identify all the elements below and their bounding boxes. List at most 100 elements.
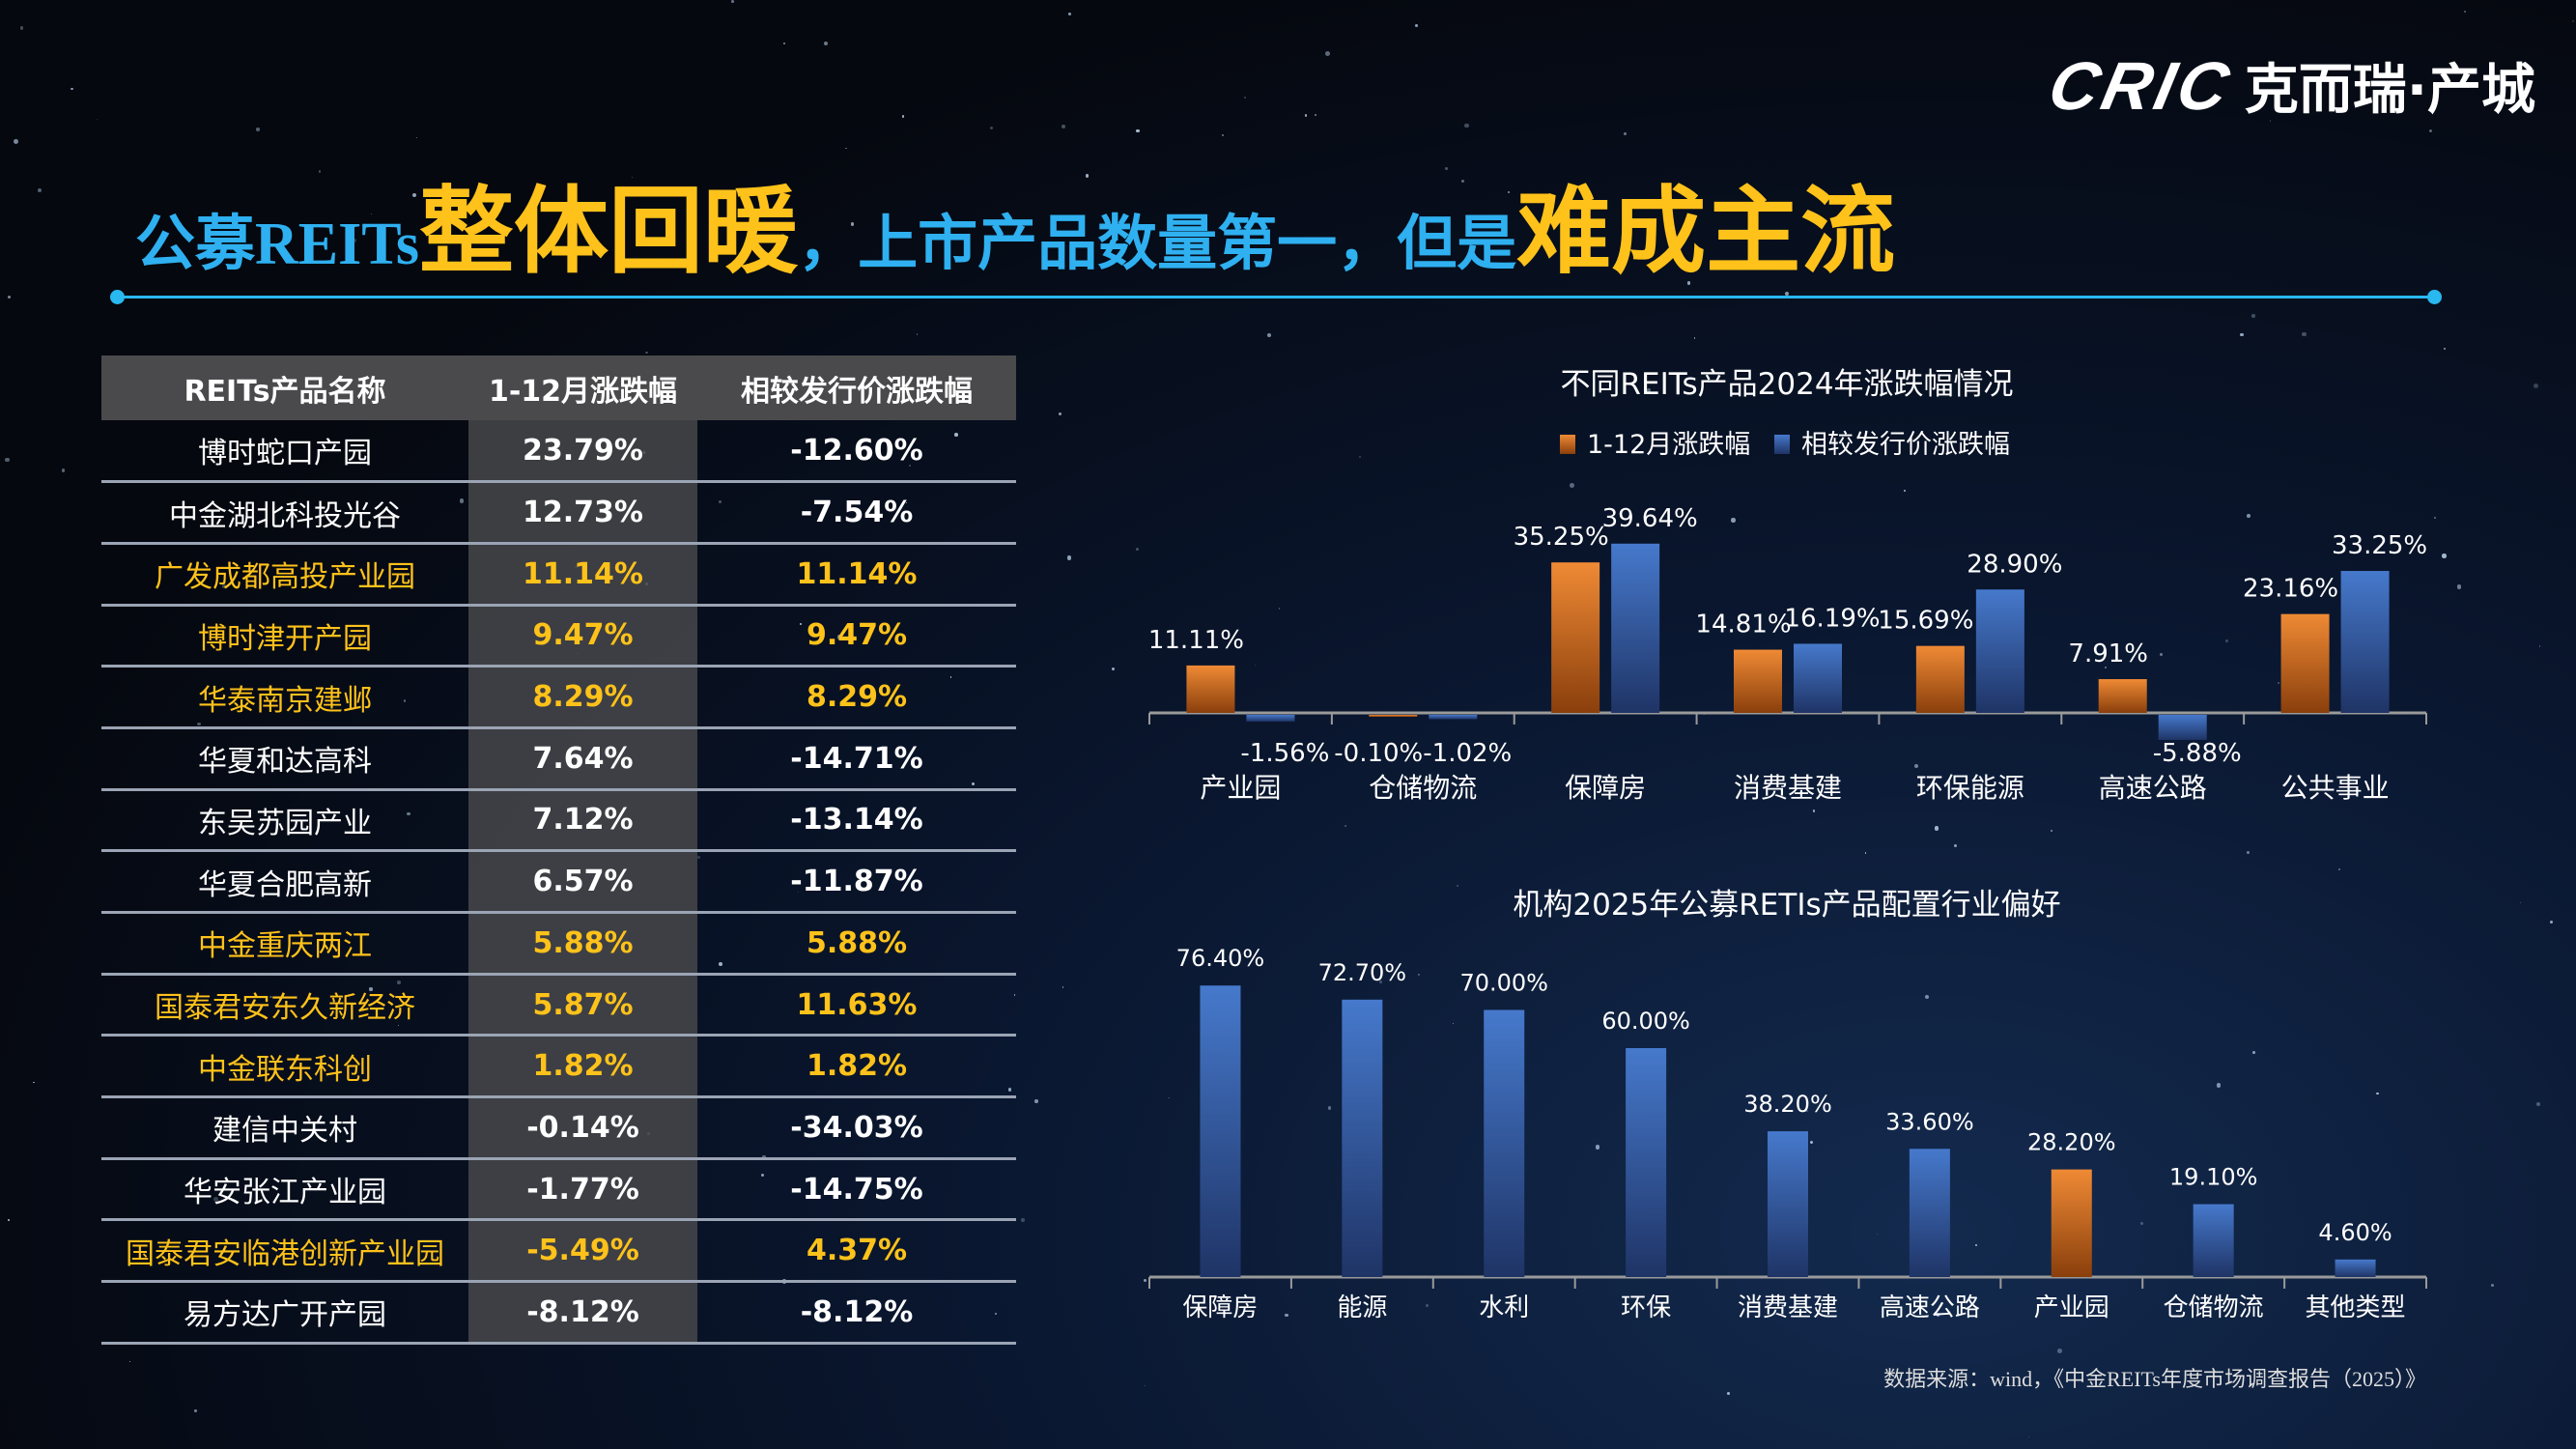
cell-vs-issue: -7.54% (697, 481, 1016, 545)
star (1810, 1140, 1814, 1144)
bar-vs-issue (2340, 571, 2390, 713)
star (2160, 653, 2163, 656)
bar-ytd (1369, 715, 1418, 717)
star (1444, 167, 1448, 171)
cell-name: 国泰君安临港创新产业园 (101, 1219, 468, 1284)
star (2337, 867, 2341, 871)
cell-name: 中金联东科创 (101, 1035, 468, 1099)
data-label: 60.00% (1601, 1008, 1690, 1035)
cell-vs-issue: 8.29% (697, 666, 1016, 729)
star (824, 42, 829, 46)
cell-ytd: -5.49% (468, 1219, 697, 1284)
star (415, 137, 417, 139)
category-label: 高速公路 (2099, 772, 2207, 804)
bar-preference (1909, 1149, 1950, 1277)
star (1646, 387, 1651, 392)
cell-name: 华夏合肥高新 (101, 850, 468, 914)
star (318, 170, 321, 173)
star (4, 457, 10, 463)
star (1255, 664, 1257, 666)
star (1935, 826, 1939, 831)
cell-ytd: 11.14% (468, 543, 697, 607)
cell-vs-issue: 5.88% (697, 912, 1016, 976)
data-label: -5.88% (2153, 739, 2242, 768)
star (1415, 24, 1419, 27)
cell-name: 国泰君安东久新经济 (101, 974, 468, 1037)
star (1304, 113, 1308, 117)
cell-name: 建信中关村 (101, 1096, 468, 1160)
data-label: -1.02% (1423, 739, 1512, 768)
category-label: 仓储物流 (2164, 1293, 2264, 1322)
legend-swatch (1774, 435, 1790, 454)
bar-vs-issue (1794, 643, 1842, 713)
star (1452, 1022, 1454, 1024)
cell-name: 华安张江产业园 (101, 1158, 468, 1222)
star (1168, 1096, 1170, 1099)
chart2-title: 机构2025年公募RETIs产品配置行业偏好 (1513, 888, 2060, 923)
star (2057, 1348, 2062, 1353)
star (2043, 1298, 2045, 1300)
star (2550, 920, 2554, 923)
star (194, 1409, 197, 1412)
star (32, 1081, 35, 1084)
category-label: 公共事业 (2281, 772, 2390, 804)
star (1693, 337, 1696, 339)
star (2139, 1221, 2143, 1225)
table-row: 华夏和达高科 7.64% -14.71% (101, 727, 1016, 791)
cell-vs-issue: -13.14% (697, 789, 1016, 853)
star (2225, 639, 2228, 642)
cric-logo: CRIC 克而瑞·产城 (2042, 46, 2535, 125)
star (1344, 825, 1346, 828)
cell-vs-issue: 11.14% (697, 543, 1016, 607)
data-label: 7.91% (2068, 639, 2148, 668)
title-divider (110, 290, 2442, 304)
star (2269, 120, 2272, 122)
table-row: 华夏合肥高新 6.57% -11.87% (101, 850, 1016, 914)
table-row: 博时津开产园 9.47% 9.47% (101, 605, 1016, 668)
data-label: 28.90% (1967, 550, 2062, 579)
data-label: 15.69% (1878, 607, 1973, 636)
data-label: -1.56% (1240, 739, 1329, 768)
star (1221, 133, 1224, 136)
category-label: 消费基建 (1738, 1293, 1838, 1322)
bar-preference (1768, 1131, 1808, 1277)
data-label: 14.81% (1695, 611, 1791, 639)
star (2442, 554, 2447, 558)
category-label: 能源 (1337, 1293, 1387, 1322)
star (412, 193, 417, 198)
page-title: 公募REITs 整体回暖 ，上市产品数量第一，但是 难成主流 (135, 155, 1895, 292)
bar-preference (2051, 1169, 2092, 1277)
star (2247, 851, 2250, 855)
cell-ytd: 5.88% (468, 912, 697, 976)
star (13, 138, 18, 144)
bar-vs-issue (1975, 589, 2024, 713)
bar-ytd (1186, 665, 1235, 713)
cell-vs-issue: -14.71% (697, 727, 1016, 791)
cell-name: 中金湖北科投光谷 (101, 481, 468, 545)
title-part2: 整体回暖 (419, 177, 799, 287)
star (1457, 885, 1459, 888)
star (96, 118, 99, 121)
star (2491, 1283, 2494, 1287)
data-label: 39.64% (1602, 504, 1698, 533)
star (1903, 489, 1907, 493)
category-label: 仓储物流 (1369, 772, 1477, 804)
star (2028, 1435, 2030, 1438)
bar-ytd (1915, 645, 1965, 713)
star (1066, 555, 1072, 560)
star (2444, 348, 2447, 350)
cell-vs-issue: -11.87% (697, 850, 1016, 914)
star (2246, 514, 2250, 518)
data-label: 38.20% (1743, 1091, 1832, 1118)
cell-ytd: 9.47% (468, 605, 697, 668)
star (1086, 174, 1090, 178)
category-label: 其他类型 (2306, 1293, 2406, 1322)
data-label: 70.00% (1459, 970, 1548, 997)
cell-ytd: 12.73% (468, 481, 697, 545)
table-row: 中金湖北科投光谷 12.73% -7.54% (101, 481, 1016, 545)
star (989, 126, 994, 130)
star (1876, 1233, 1879, 1236)
table-row: 国泰君安东久新经济 5.87% 11.63% (101, 974, 1016, 1037)
star (645, 351, 648, 355)
star (916, 333, 918, 335)
